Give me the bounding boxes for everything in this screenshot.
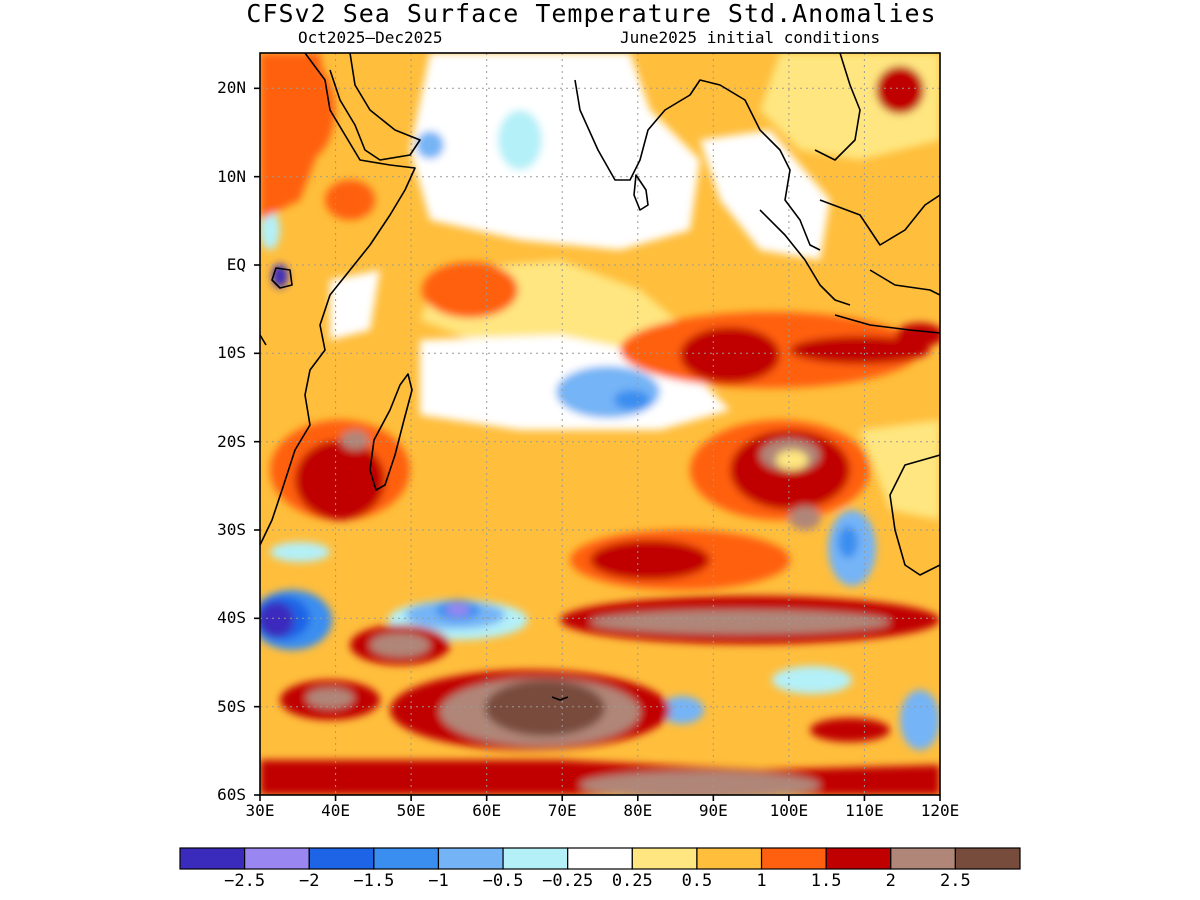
colorbar-swatch xyxy=(825,847,892,870)
lat-tick-label: EQ xyxy=(226,255,246,274)
period-label: Oct2025–Dec2025 xyxy=(298,28,443,47)
lat-tick-label: 10S xyxy=(217,343,246,363)
colorbar-swatch xyxy=(179,847,246,870)
lon-tick-label: 90E xyxy=(698,801,728,820)
colorbar-label: 2.5 xyxy=(940,871,971,891)
colorbar-swatch xyxy=(954,847,1021,870)
colorbar-label: 0.25 xyxy=(611,871,653,891)
lat-tick-label: 20N xyxy=(217,78,246,98)
lat-tick-label: 30S xyxy=(217,520,246,539)
lat-tick-label: 10N xyxy=(217,166,246,186)
colorbar-label: −2 xyxy=(298,871,320,891)
colorbar-label: −1 xyxy=(428,871,449,891)
colorbar-label: −0.25 xyxy=(542,871,594,891)
anomaly-field xyxy=(260,53,940,795)
map-frame xyxy=(259,52,941,796)
tick-marks xyxy=(254,87,941,801)
colorbar-swatch xyxy=(567,847,633,870)
lon-tick-label: 70E xyxy=(547,801,577,820)
lon-tick-label: 30E xyxy=(245,801,275,820)
colorbar-swatch xyxy=(890,847,956,870)
colorbar-label: 1 xyxy=(756,871,767,891)
lon-tick-label: 110E xyxy=(845,801,884,820)
colorbar-label: −0.5 xyxy=(482,871,524,891)
lat-tick-label: 60S xyxy=(217,785,246,804)
lat-tick-label: 50S xyxy=(217,696,246,716)
initial-conditions-label: June2025 initial conditions xyxy=(620,28,881,47)
lat-tick-label: 40S xyxy=(217,608,246,628)
lat-tick-label: 20S xyxy=(217,431,246,451)
lon-tick-label: 50E xyxy=(396,801,426,820)
colorbar-label: −1.5 xyxy=(353,871,395,891)
colorbar-label: 1.5 xyxy=(810,871,842,891)
chart-title: CFSv2 Sea Surface Temperature Std.Anomal… xyxy=(246,0,937,28)
colorbar-swatch xyxy=(373,847,440,870)
lon-tick-label: 80E xyxy=(623,801,653,820)
colorbar-label: 0.5 xyxy=(681,871,713,891)
colorbar-swatch xyxy=(244,847,310,870)
colorbar xyxy=(179,847,1021,870)
colorbar-label: 2 xyxy=(885,871,896,891)
lon-tick-label: 40E xyxy=(321,801,350,820)
colorbar-swatch xyxy=(308,847,375,870)
grid-lines xyxy=(260,53,940,795)
lon-tick-label: 100E xyxy=(769,801,809,820)
coastlines xyxy=(260,53,940,701)
lon-tick-label: 60E xyxy=(472,801,502,820)
lon-tick-label: 120E xyxy=(920,801,960,820)
colorbar-swatch xyxy=(760,847,827,870)
colorbar-swatch xyxy=(631,847,698,870)
colorbar-swatch xyxy=(696,847,763,870)
colorbar-label: −2.5 xyxy=(224,871,266,891)
colorbar-swatch xyxy=(437,847,504,870)
colorbar-swatch xyxy=(502,847,569,870)
